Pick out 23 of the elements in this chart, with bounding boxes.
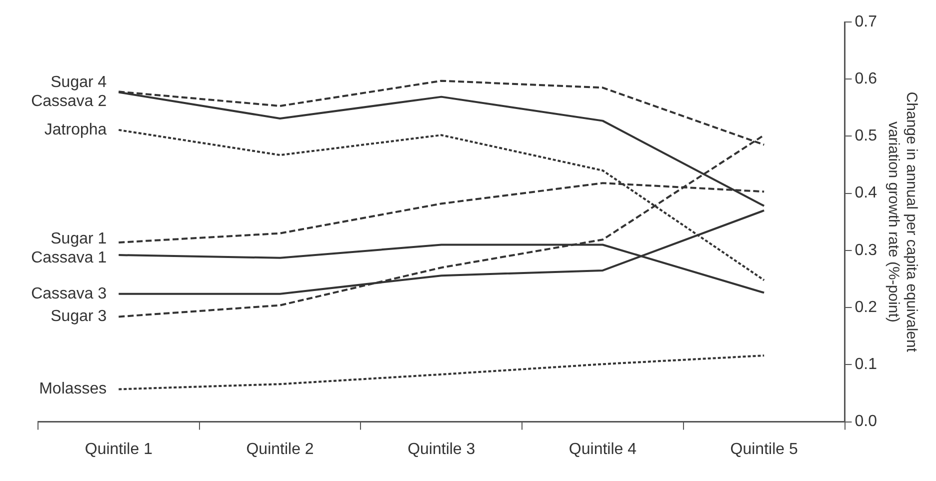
x-tick-label: Quintile 2 xyxy=(246,440,314,458)
series-label: Cassava 1 xyxy=(31,250,107,267)
series-label: Molasses xyxy=(39,380,107,398)
x-tick-label: Quintile 1 xyxy=(84,440,153,458)
series-label: Sugar 4 xyxy=(50,74,107,91)
y-tick-label: 0.7 xyxy=(854,13,878,30)
y-tick-label: 0.2 xyxy=(854,298,878,316)
x-tick-label: Quintile 3 xyxy=(408,440,476,458)
y-axis-title: Change in annual per capita equivalent variation growth rate (%-point) xyxy=(884,92,920,353)
line-series xyxy=(118,354,766,390)
y-tick-label: 0.6 xyxy=(854,70,878,88)
y-tick-label: 0.1 xyxy=(854,356,878,374)
x-tick-label: Quintile 5 xyxy=(730,440,798,458)
series-label: Sugar 3 xyxy=(50,308,107,326)
y-tick-label: 0.4 xyxy=(854,184,878,202)
y-tick-label: 0.0 xyxy=(854,413,878,430)
y-tick-label: 0.3 xyxy=(854,242,878,259)
x-tick-label: Quintile 4 xyxy=(568,440,637,458)
series-label: Sugar 1 xyxy=(50,230,107,248)
series-label: Jatropha xyxy=(44,121,107,138)
series-label: Cassava 3 xyxy=(31,285,107,302)
y-tick-label: 0.5 xyxy=(854,128,878,145)
series-label: Cassava 2 xyxy=(31,92,107,110)
